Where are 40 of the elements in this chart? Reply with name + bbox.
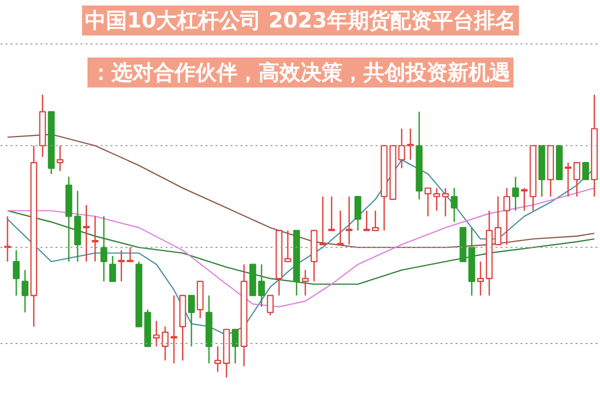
candlestick — [477, 260, 484, 296]
candlestick — [319, 196, 326, 246]
candlestick — [109, 255, 116, 282]
candlestick — [4, 216, 11, 262]
candlestick — [22, 269, 28, 314]
candlestick — [100, 216, 108, 282]
candlestick — [433, 187, 440, 212]
candlestick — [494, 196, 502, 246]
candlestick — [442, 187, 449, 217]
candlestick — [520, 187, 528, 212]
candlestick — [573, 162, 580, 198]
candlestick — [328, 196, 335, 232]
chart-title: 中国10大杠杆公司 2023年期货配资平台排名：选对合作伙伴，高效决策，共创投资新机遇 — [85, 8, 516, 84]
candlestick — [512, 176, 519, 212]
candlestick — [450, 187, 458, 223]
candlestick — [582, 162, 590, 180]
candlestick — [564, 162, 572, 198]
candlestick — [258, 264, 265, 308]
candlestick — [188, 294, 195, 348]
candlestick — [170, 294, 178, 364]
candlestick — [407, 128, 414, 160]
candlestick — [92, 216, 98, 262]
candlestick — [398, 128, 406, 169]
candlestick — [503, 187, 510, 246]
candlestick — [12, 250, 20, 296]
candlestick — [363, 210, 370, 232]
candlestick — [56, 145, 64, 172]
candlestick — [153, 320, 160, 348]
candlestick — [346, 196, 353, 246]
candlestick — [214, 346, 222, 372]
candlestick — [372, 210, 379, 232]
candlestick — [302, 269, 309, 296]
candlestick — [266, 294, 274, 316]
candlestick — [162, 326, 169, 362]
candlestick — [232, 328, 239, 364]
candlestick — [354, 196, 362, 232]
candlestick — [336, 210, 344, 246]
candlestick — [82, 204, 90, 262]
candlestick — [284, 230, 292, 262]
candlestick — [424, 187, 432, 217]
